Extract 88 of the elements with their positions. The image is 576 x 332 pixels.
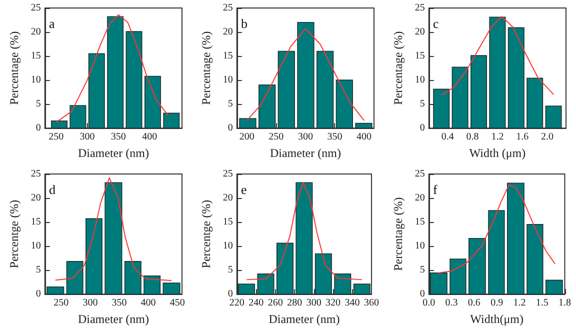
y-tick-label: 25 (222, 168, 233, 180)
y-tick-label: 0 (420, 288, 425, 300)
x-tick-label: 1.5 (536, 298, 548, 309)
y-axis-title: Percentage (%) (199, 31, 213, 105)
x-tick-label: 250 (268, 132, 284, 143)
x-tick-label: 1.2 (513, 298, 526, 309)
y-tick-label: 25 (414, 168, 425, 180)
x-axis-title: Width (μm) (469, 146, 526, 160)
x-tick-label: 240 (248, 298, 264, 309)
y-tick-label: 0 (36, 122, 41, 134)
y-tick-label: 20 (414, 192, 425, 204)
y-tick-label: 25 (414, 2, 425, 14)
y-tick-label: 5 (36, 264, 41, 276)
x-tick-label: 0.3 (445, 298, 458, 309)
y-tick-label: 20 (30, 192, 41, 204)
x-tick-label: 260 (268, 298, 283, 309)
x-tick-label: 280 (287, 298, 302, 309)
x-tick-label: 300 (306, 298, 322, 309)
y-axis-title: Percentage (%) (391, 197, 405, 271)
x-tick-label: 350 (112, 298, 127, 309)
text: c (433, 16, 439, 31)
y-tick-label: 0 (228, 122, 233, 134)
y-tick-label: 5 (228, 264, 233, 276)
y-tick-label: 25 (222, 2, 233, 14)
y-tick-label: 20 (414, 26, 425, 38)
y-axis-title: Percentage (%) (391, 31, 405, 105)
y-tick-label: 20 (222, 26, 233, 38)
y-tick-label: 10 (414, 240, 425, 252)
y-axis-title: Percentge (%) (7, 200, 21, 268)
y-axis-title: Percentage (%) (7, 31, 21, 105)
x-tick-label: 360 (364, 298, 379, 309)
x-axis-title: Diameter (nm) (270, 146, 341, 160)
x-tick-label: 300 (82, 298, 98, 309)
x-tick-label: 300 (298, 132, 313, 143)
y-tick-label: 25 (30, 2, 41, 14)
x-tick-label: 400 (142, 132, 158, 143)
y-tick-label: 10 (30, 74, 41, 86)
x-tick-label: 320 (326, 298, 341, 309)
y-tick-label: 25 (30, 168, 41, 180)
x-tick-label: 400 (140, 298, 156, 309)
x-tick-label: 400 (356, 132, 372, 143)
y-tick-label: 5 (420, 264, 425, 276)
x-tick-label: 350 (110, 132, 126, 143)
y-tick-label: 0 (420, 122, 425, 134)
y-tick-label: 10 (414, 74, 425, 86)
x-tick-label: 200 (239, 132, 254, 143)
x-tick-label: 450 (170, 298, 185, 309)
y-tick-label: 10 (222, 74, 233, 86)
x-tick-label: 0.0 (422, 298, 436, 309)
y-tick-label: 5 (420, 98, 425, 110)
x-tick-label: 1.6 (516, 132, 529, 143)
y-tick-label: 20 (222, 192, 233, 204)
x-tick-label: 0.9 (490, 298, 504, 309)
x-axis-title: Diameter (nm) (78, 312, 149, 326)
y-tick-label: 5 (36, 98, 41, 110)
y-tick-label: 10 (30, 240, 41, 252)
y-tick-label: 0 (228, 288, 233, 300)
text: e (241, 182, 247, 197)
y-tick-label: 15 (30, 216, 41, 228)
y-tick-label: 10 (222, 240, 233, 252)
x-tick-label: 0.8 (466, 132, 479, 143)
text: b (241, 16, 248, 31)
x-tick-label: 0.6 (468, 298, 480, 309)
x-tick-label: 250 (54, 298, 69, 309)
x-tick-label: 350 (327, 132, 342, 143)
y-tick-label: 15 (222, 50, 233, 62)
text: a (49, 16, 55, 31)
x-tick-label: 250 (48, 132, 64, 143)
x-tick-label: 2.0 (541, 132, 554, 143)
x-tick-label: 0.4 (441, 132, 454, 143)
y-tick-label: 15 (414, 50, 425, 62)
x-axis-title: Width(μm) (470, 312, 524, 326)
x-tick-label: 220 (229, 298, 244, 309)
y-tick-label: 20 (30, 26, 41, 38)
y-tick-label: 15 (222, 216, 233, 228)
text: d (49, 182, 56, 197)
text: f (433, 182, 438, 197)
y-tick-label: 5 (228, 98, 233, 110)
x-tick-label: 1.8 (558, 298, 571, 309)
x-tick-label: 300 (80, 132, 95, 143)
x-tick-label: 1.2 (491, 132, 504, 143)
y-tick-label: 15 (414, 216, 425, 228)
x-axis-title: Diameter (nm) (268, 312, 340, 326)
y-tick-label: 0 (36, 288, 41, 300)
x-axis-title: Diameter (nm) (78, 146, 149, 160)
y-axis-title: Percentge (%) (199, 200, 213, 268)
x-tick-label: 340 (344, 298, 360, 309)
y-tick-label: 15 (30, 50, 41, 62)
